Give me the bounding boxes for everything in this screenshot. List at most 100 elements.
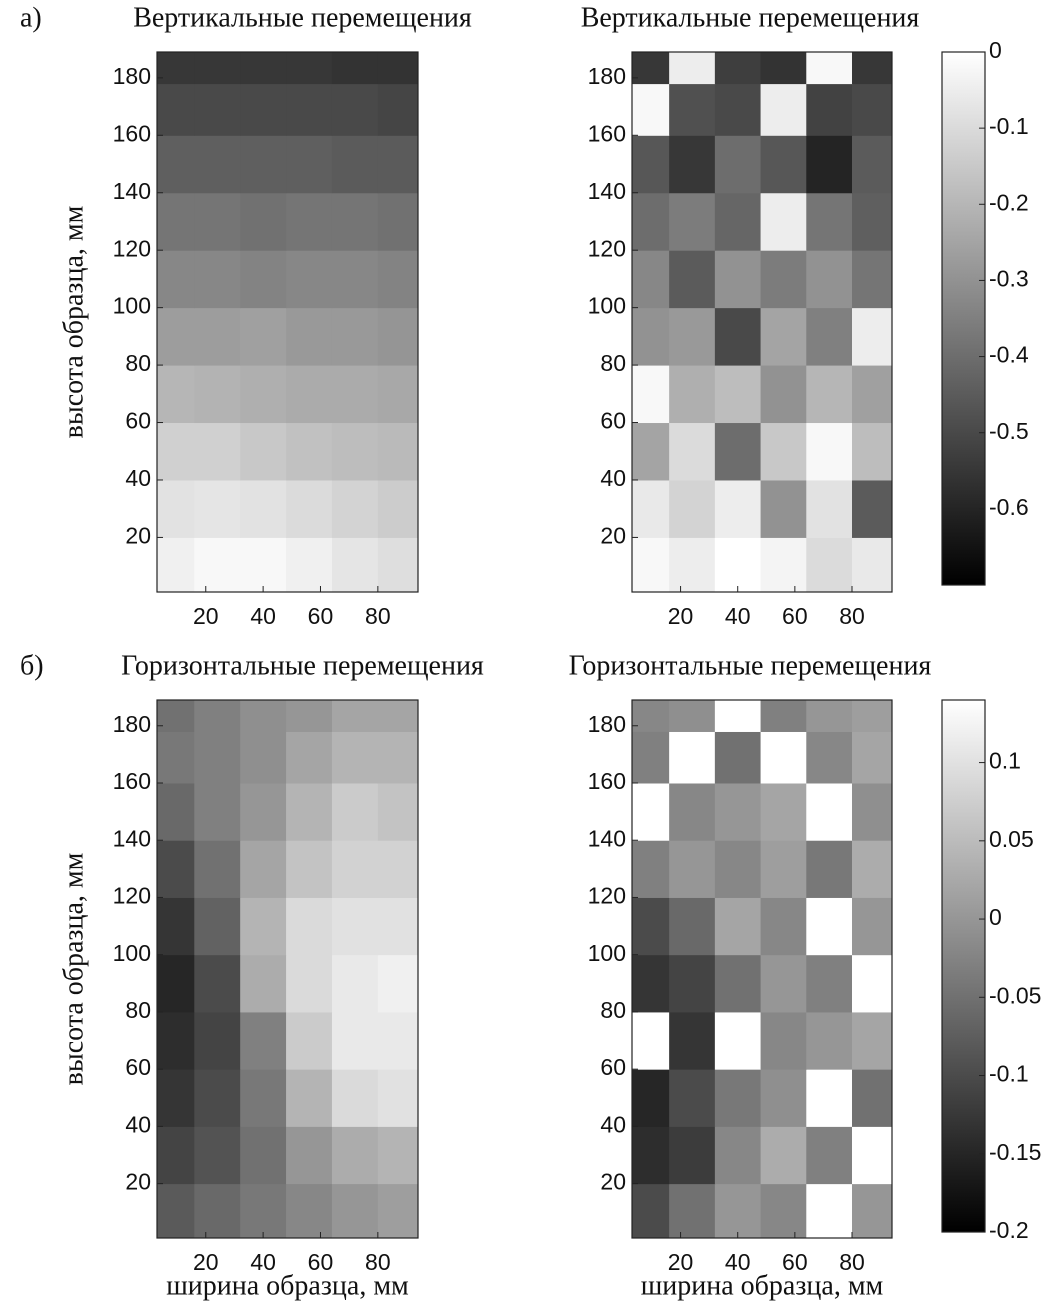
- field-cell: [377, 83, 419, 136]
- field-cell: [240, 135, 287, 194]
- field-cell: [194, 537, 241, 593]
- field-cell: [240, 1183, 287, 1239]
- x-tick-label: 40: [725, 603, 751, 629]
- chart-title: Горизонтальные перемещения: [121, 650, 484, 681]
- field-cell: [669, 537, 716, 593]
- panel-label: б): [20, 650, 44, 681]
- y-tick-label: 120: [588, 883, 626, 909]
- field-cell: [760, 135, 807, 194]
- field-cell: [806, 700, 853, 732]
- field-cell: [632, 250, 670, 309]
- field-cell: [157, 897, 195, 956]
- y-tick-label: 20: [125, 523, 151, 549]
- field-cell: [852, 1011, 893, 1070]
- field: [632, 700, 893, 1239]
- y-tick-label: 40: [125, 1111, 151, 1137]
- field-cell: [632, 840, 670, 898]
- field-cell: [377, 1126, 419, 1185]
- y-tick-label: 180: [588, 711, 626, 737]
- field-cell: [240, 365, 287, 424]
- field-cell: [714, 83, 762, 136]
- field-cell: [760, 250, 807, 309]
- y-tick-label: 60: [600, 1054, 626, 1080]
- field-cell: [669, 83, 716, 136]
- y-tick-label: 80: [125, 997, 151, 1023]
- field-cell: [157, 250, 195, 309]
- field-cell: [806, 1069, 853, 1127]
- y-tick-label: 160: [113, 120, 151, 146]
- field-cell: [194, 840, 241, 898]
- x-tick-label: 40: [725, 1249, 751, 1275]
- field-cell: [806, 1183, 853, 1239]
- y-tick-label: 40: [600, 465, 626, 491]
- field-cell: [806, 954, 853, 1013]
- y-tick-label: 120: [113, 883, 151, 909]
- field-cell: [760, 840, 807, 898]
- field-cell: [331, 897, 379, 956]
- field-cell: [286, 422, 333, 481]
- field-cell: [331, 782, 379, 841]
- field-cell: [331, 731, 379, 784]
- field-cell: [760, 782, 807, 841]
- field-cell: [194, 52, 241, 85]
- y-tick-label: 40: [600, 1111, 626, 1137]
- field-cell: [194, 731, 241, 784]
- field-cell: [669, 422, 716, 481]
- field-cell: [806, 365, 853, 424]
- field-cell: [852, 479, 893, 538]
- field-cell: [286, 52, 333, 85]
- field-cell: [714, 1069, 762, 1127]
- y-tick-label: 140: [113, 825, 151, 851]
- y-tick-label: 140: [588, 178, 626, 204]
- field-cell: [377, 954, 419, 1013]
- field-cell: [714, 700, 762, 732]
- y-tick-label: 20: [600, 523, 626, 549]
- field-cell: [632, 135, 670, 194]
- field-cell: [240, 307, 287, 366]
- field-cell: [852, 840, 893, 898]
- field-cell: [714, 192, 762, 251]
- field-cell: [240, 1069, 287, 1127]
- colorbar-tick-label: 0: [989, 904, 1002, 930]
- field-cell: [806, 52, 853, 85]
- field-cell: [194, 1126, 241, 1185]
- x-tick-label: 20: [193, 603, 219, 629]
- field-cell: [377, 192, 419, 251]
- y-tick-label: 140: [113, 178, 151, 204]
- field-cell: [806, 250, 853, 309]
- colorbar: [941, 699, 986, 1233]
- field-cell: [714, 52, 762, 85]
- field-cell: [377, 52, 419, 85]
- field-cell: [669, 307, 716, 366]
- field-cell: [194, 1069, 241, 1127]
- field-cell: [286, 897, 333, 956]
- field-cell: [852, 1069, 893, 1127]
- y-tick-label: 160: [588, 768, 626, 794]
- field-cell: [714, 135, 762, 194]
- field-cell: [157, 782, 195, 841]
- field-cell: [377, 731, 419, 784]
- field-cell: [632, 1183, 670, 1239]
- field-cell: [852, 192, 893, 251]
- field-cell: [240, 1011, 287, 1070]
- y-tick-label: 120: [113, 235, 151, 261]
- field-cell: [157, 365, 195, 424]
- field-cell: [760, 192, 807, 251]
- field-cell: [806, 731, 853, 784]
- field-cell: [331, 537, 379, 593]
- field-cell: [760, 1126, 807, 1185]
- colorbar-tick-label: 0.1: [989, 748, 1021, 774]
- field-cell: [331, 135, 379, 194]
- y-tick-label: 180: [588, 63, 626, 89]
- field-cell: [240, 422, 287, 481]
- field-cell: [852, 250, 893, 309]
- colorbar-tick-label: -0.2: [989, 189, 1029, 215]
- field-cell: [331, 365, 379, 424]
- field-cell: [714, 250, 762, 309]
- field-cell: [331, 700, 379, 732]
- field-cell: [240, 731, 287, 784]
- field-cell: [157, 83, 195, 136]
- x-tick-label: 80: [839, 1249, 865, 1275]
- field-cell: [331, 1183, 379, 1239]
